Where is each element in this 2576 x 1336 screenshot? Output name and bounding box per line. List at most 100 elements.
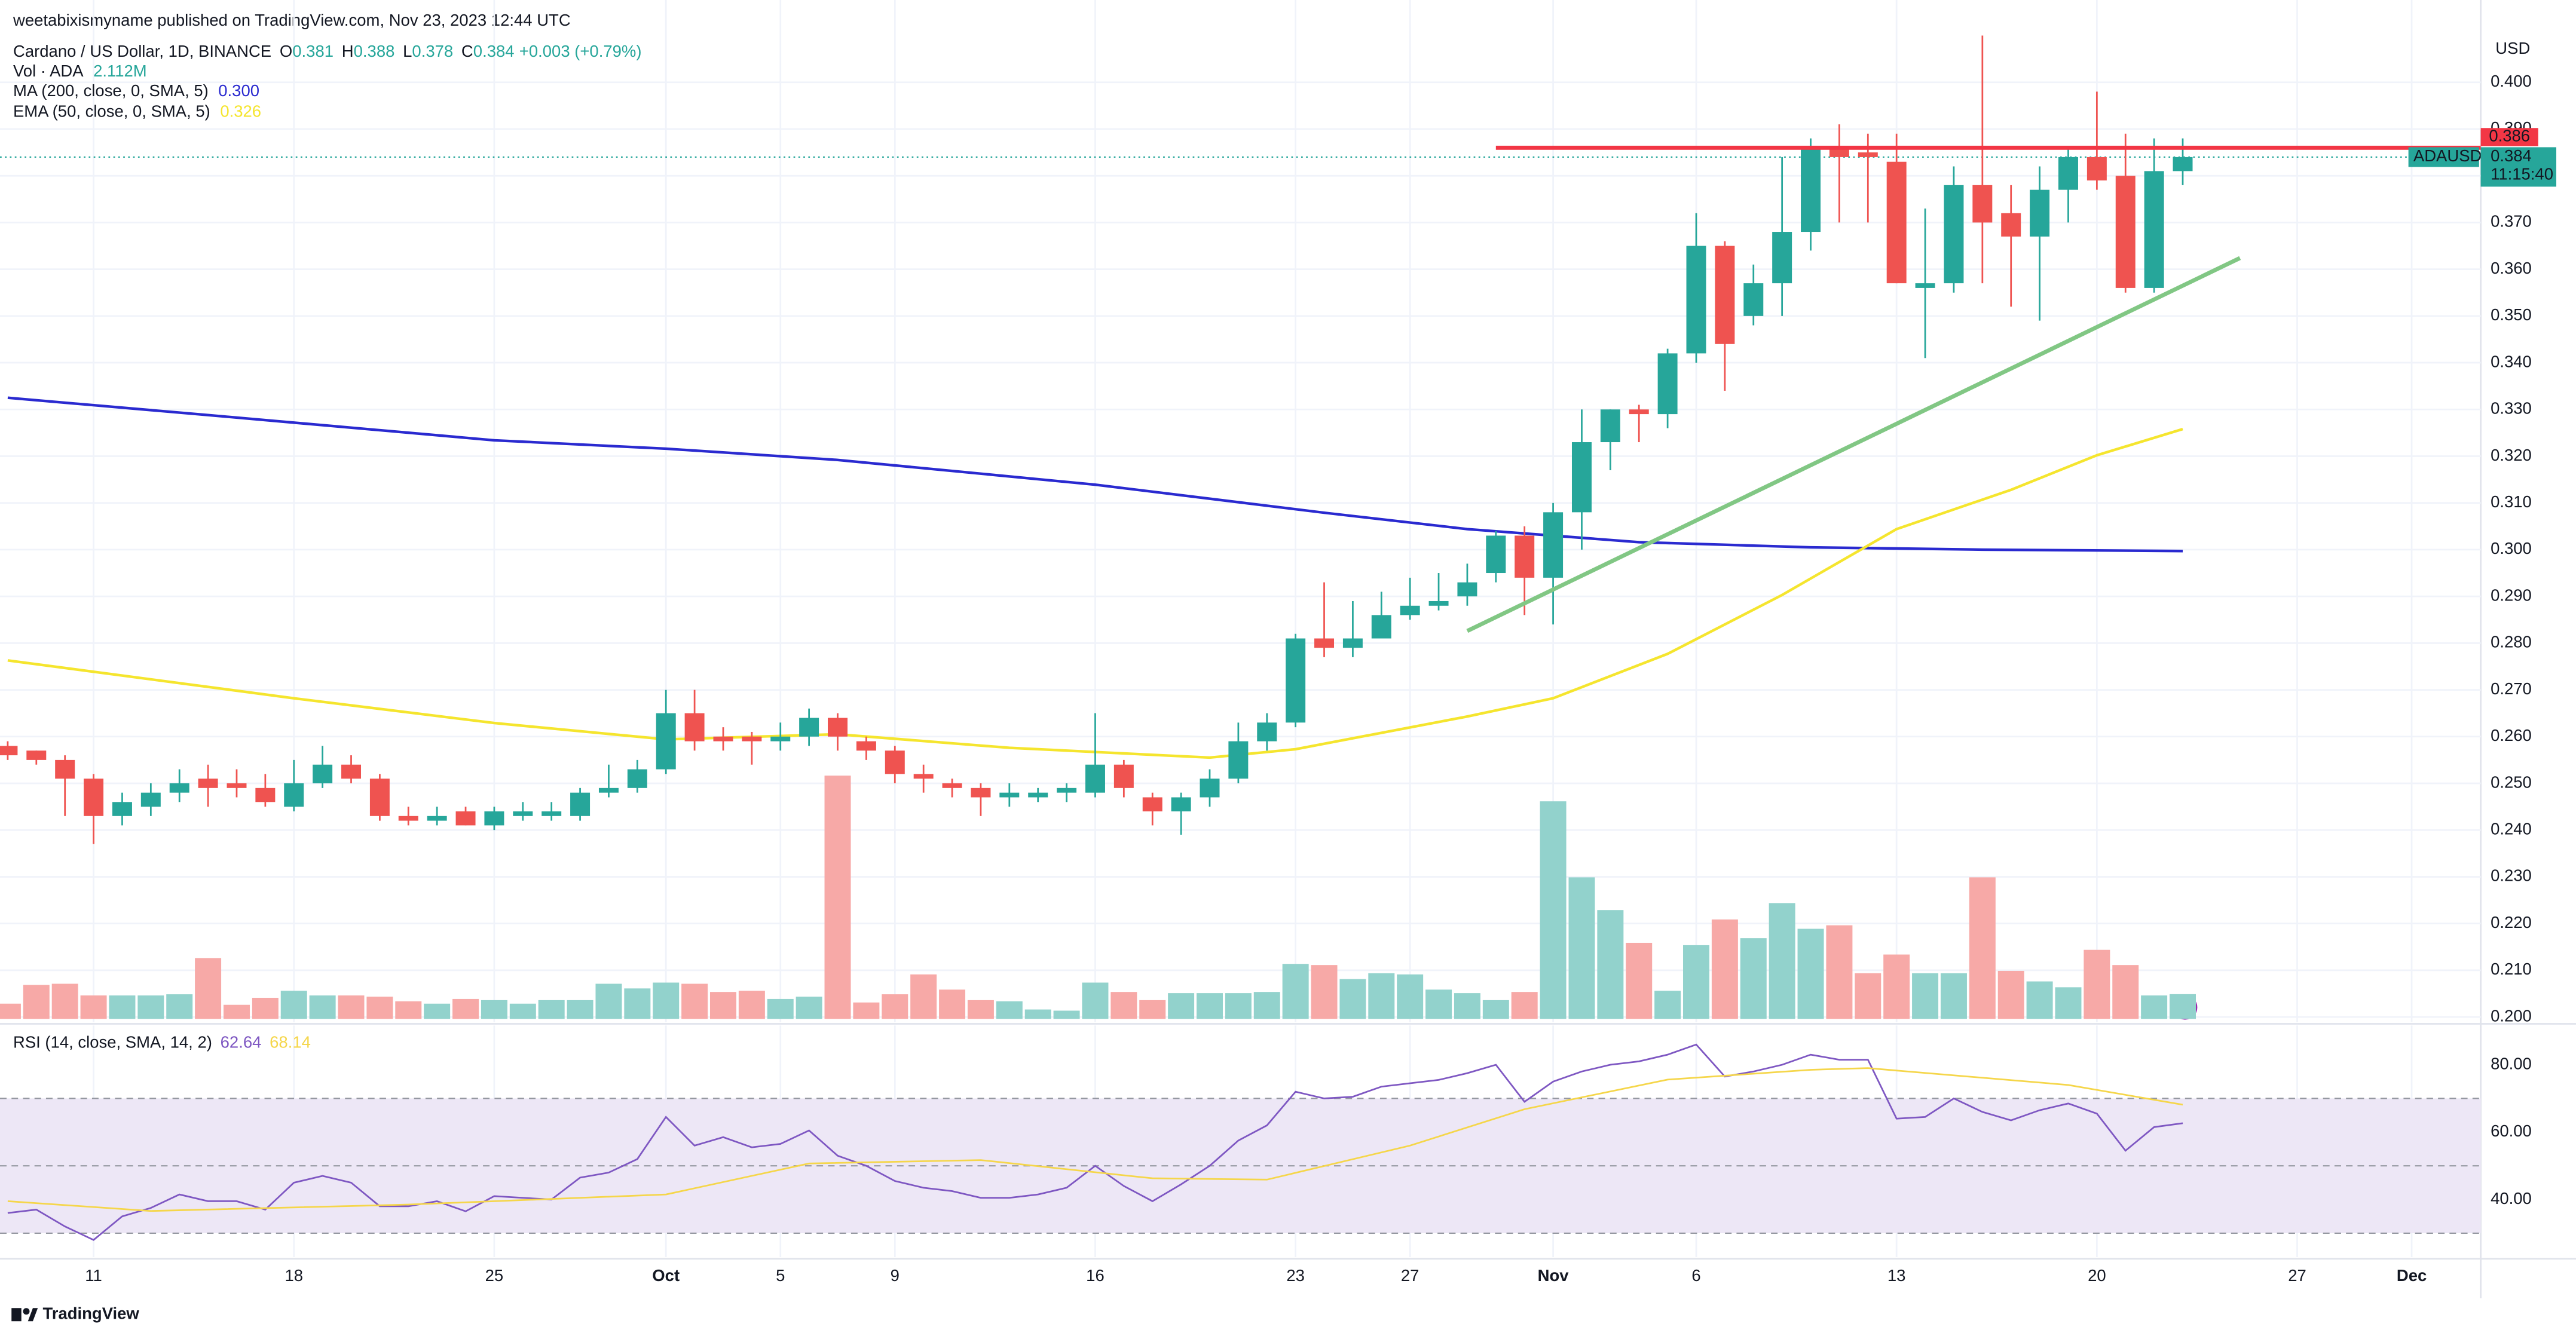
candle-body (398, 816, 418, 821)
y-tick-label: 0.350 (2491, 305, 2532, 324)
candle-body (627, 769, 647, 788)
candle-body (1972, 185, 1993, 223)
candle-body (1342, 638, 1363, 648)
candle-body (1428, 600, 1449, 606)
volume-bar (882, 994, 908, 1019)
rsi-tick-label: 40.00 (2491, 1189, 2532, 1208)
volume-bar (709, 992, 736, 1019)
candle-body (1629, 409, 1649, 415)
volume-bar (2141, 995, 2168, 1019)
candle-body (455, 811, 476, 826)
candle-body (570, 792, 591, 816)
candle-body (1314, 638, 1335, 648)
candle-body (999, 792, 1020, 798)
ohlc-key: H (342, 42, 354, 60)
volume-bar (166, 994, 193, 1019)
last-price-box (2480, 147, 2557, 187)
volume-bar (195, 958, 222, 1019)
volume-bar (424, 1003, 451, 1019)
candle-body (1772, 232, 1792, 284)
y-tick-label: 0.240 (2491, 819, 2532, 838)
candle-body (255, 787, 276, 802)
candle-body (1515, 535, 1535, 578)
y-tick-label: 0.230 (2491, 866, 2532, 885)
y-tick-label: 0.290 (2491, 586, 2532, 604)
volume-bar (1339, 979, 1366, 1019)
volume-bar (51, 983, 78, 1019)
candle-body (112, 802, 132, 816)
candle-body (2087, 157, 2107, 181)
volume-bar (1969, 877, 1996, 1019)
candle-body (1915, 283, 1935, 288)
volume-bar (567, 1000, 593, 1019)
volume-bar (2170, 994, 2196, 1019)
y-tick-label: 0.250 (2491, 773, 2532, 791)
y-tick-label: 0.280 (2491, 633, 2532, 651)
candle-body (541, 811, 562, 816)
y-tick-label: 0.400 (2491, 72, 2532, 90)
brand: TradingView (42, 1304, 139, 1323)
volume-bar (653, 982, 680, 1019)
moving-average-line (7, 428, 2183, 759)
candle-body (942, 783, 962, 788)
volume-bar (509, 1003, 536, 1019)
volume-bar (309, 995, 336, 1019)
volume-bar (1197, 993, 1223, 1019)
candle-body (1085, 764, 1105, 793)
candle-body (1686, 246, 1706, 354)
x-tick-label: 20 (2088, 1266, 2106, 1285)
volume-bar (1769, 903, 1795, 1019)
volume-bar (1940, 973, 1967, 1019)
candle-body (313, 764, 333, 784)
y-tick-label: 0.270 (2491, 679, 2532, 698)
candle-body (2001, 213, 2021, 237)
candle-body (1257, 722, 1277, 741)
candle-body (1371, 615, 1391, 639)
rsi-line (7, 1043, 2183, 1241)
volume-bar (1282, 964, 1309, 1019)
symbol-label: ADAUSD (2413, 146, 2482, 165)
volume-bar (1225, 993, 1252, 1019)
y-tick-label: 0.310 (2491, 492, 2532, 511)
candle-body (828, 718, 848, 737)
candle-body (1457, 582, 1477, 597)
volume-bar (1711, 919, 1738, 1019)
volume-bar (1397, 974, 1424, 1019)
candle-body (2030, 189, 2050, 237)
volume-bar (1654, 991, 1681, 1019)
candle-body (1200, 779, 1220, 798)
overlay-value: 0.300 (218, 81, 259, 100)
volume-bar (2112, 965, 2139, 1019)
candle-body (140, 792, 161, 807)
candle-body (656, 713, 676, 770)
volume-bar (1110, 992, 1137, 1019)
volume-bar (796, 997, 822, 1019)
x-tick-label: 11 (85, 1266, 102, 1285)
y-tick-label: 0.330 (2491, 399, 2532, 418)
candle-body (198, 779, 218, 788)
candle-body (1801, 148, 1821, 232)
volume-bar (452, 998, 479, 1019)
volume-value: 2.112M (93, 62, 147, 80)
y-tick-label: 0.340 (2491, 352, 2532, 370)
volume-bar (280, 991, 307, 1019)
legend-overlay: EMA (50, close, 0, SMA, 5) 0.326 (13, 102, 261, 121)
volume-bar (595, 983, 622, 1019)
candle-body (1600, 409, 1620, 443)
legend-rsi: RSI (14, close, SMA, 14, 2) 62.64 68.14 (13, 1033, 311, 1052)
rsi-title: RSI (14, close, SMA, 14, 2) (13, 1033, 212, 1052)
candle-body (913, 774, 934, 779)
volume-bar (137, 995, 164, 1019)
x-tick-label: 6 (1691, 1266, 1700, 1285)
rsi-line (7, 1067, 2183, 1212)
volume-bar (824, 776, 851, 1019)
volume-bar (1626, 942, 1653, 1019)
volume-bar (1053, 1010, 1080, 1019)
y-tick-label: 0.300 (2491, 539, 2532, 557)
volume-bar (1368, 973, 1395, 1019)
volume-bar (1024, 1009, 1051, 1019)
candle-body (1028, 792, 1048, 798)
candle-body (2058, 157, 2078, 190)
